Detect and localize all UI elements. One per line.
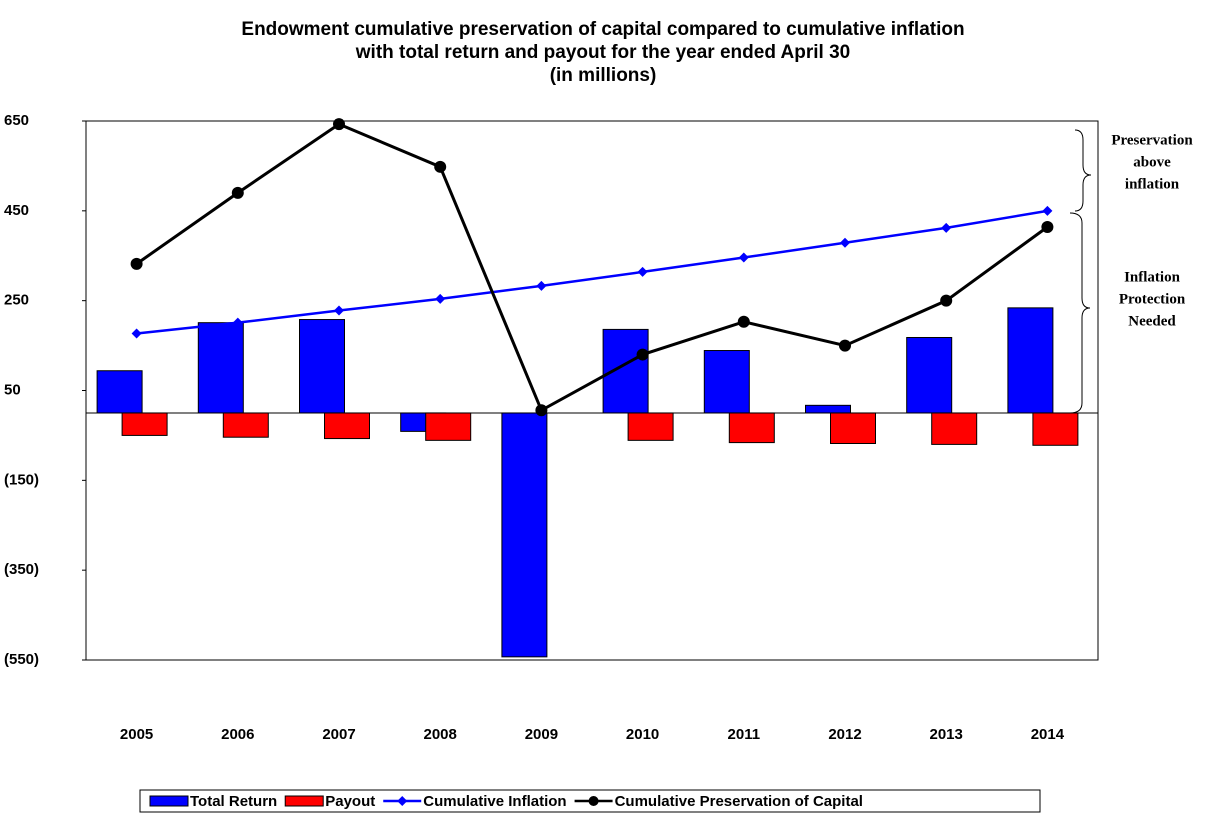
bar	[1032, 412, 1079, 446]
chart-title: (in millions)	[550, 65, 657, 86]
point	[334, 305, 344, 316]
y-tick-label: 650	[4, 112, 29, 129]
bar	[121, 412, 168, 436]
x-tick-label: 2010	[626, 726, 659, 743]
bar	[931, 412, 978, 445]
bar	[1007, 307, 1054, 414]
x-tick-label: 2007	[322, 726, 355, 743]
bar	[197, 322, 244, 414]
x-tick-label: 2006	[221, 726, 254, 743]
point	[232, 317, 243, 328]
bar	[299, 319, 345, 414]
point	[131, 328, 142, 339]
point	[941, 222, 952, 233]
x-tick-label: 2014	[1031, 726, 1065, 743]
legend-label: Cumulative Inflation	[423, 793, 566, 810]
annotation: inflation	[1125, 176, 1180, 192]
line	[136, 209, 1048, 335]
point	[636, 348, 649, 361]
point	[536, 280, 547, 291]
chart-title: Endowment cumulative preservation of cap…	[241, 19, 964, 40]
y-tick-label: (150)	[4, 471, 39, 488]
annotation: Protection	[1119, 291, 1186, 307]
bar	[501, 412, 548, 658]
chart-title: with total return and payout for the yea…	[355, 42, 850, 63]
point	[434, 160, 447, 173]
bar	[425, 412, 472, 441]
point	[1042, 205, 1053, 216]
legend-swatch	[588, 796, 599, 806]
point	[839, 339, 851, 352]
y-tick-label: 50	[4, 381, 21, 398]
line	[135, 122, 1049, 413]
x-tick-label: 2012	[828, 726, 861, 743]
x-tick-label: 2008	[424, 726, 457, 743]
point	[1041, 221, 1054, 234]
legend-label: Cumulative Preservation of Capital	[615, 793, 863, 810]
y-tick-label: (550)	[4, 651, 39, 668]
annotation: Preservation	[1111, 132, 1193, 148]
point	[333, 118, 345, 131]
bar	[627, 412, 674, 441]
point	[130, 257, 143, 270]
annotation: Inflation	[1124, 269, 1181, 285]
bar	[906, 336, 953, 414]
x-tick-label: 2011	[728, 726, 761, 743]
x-tick-label: 2005	[120, 726, 153, 743]
point	[231, 186, 244, 199]
legend-swatch	[397, 796, 408, 806]
x-tick-label: 2009	[525, 726, 558, 743]
bar	[324, 412, 370, 440]
legend-label: Payout	[325, 793, 375, 810]
point	[535, 404, 548, 417]
legend-swatch	[149, 795, 189, 807]
y-tick-label: 450	[4, 202, 29, 219]
legend-label: Total Return	[190, 793, 277, 810]
bar	[830, 412, 876, 445]
y-tick-label: (350)	[4, 561, 39, 578]
bar	[805, 404, 851, 414]
bar	[728, 412, 775, 444]
point	[435, 293, 446, 304]
point	[840, 237, 850, 248]
bar	[96, 370, 143, 414]
bar	[222, 412, 269, 438]
y-tick-label: 250	[4, 292, 29, 309]
annotation: Needed	[1128, 313, 1176, 329]
point	[737, 315, 750, 328]
point	[637, 266, 648, 277]
brace	[1074, 129, 1092, 212]
bar	[703, 350, 750, 414]
point	[738, 252, 749, 263]
brace	[1069, 212, 1091, 414]
x-tick-label: 2013	[930, 726, 963, 743]
legend-swatch	[284, 795, 324, 807]
annotation: above	[1133, 154, 1171, 170]
point	[940, 294, 953, 307]
